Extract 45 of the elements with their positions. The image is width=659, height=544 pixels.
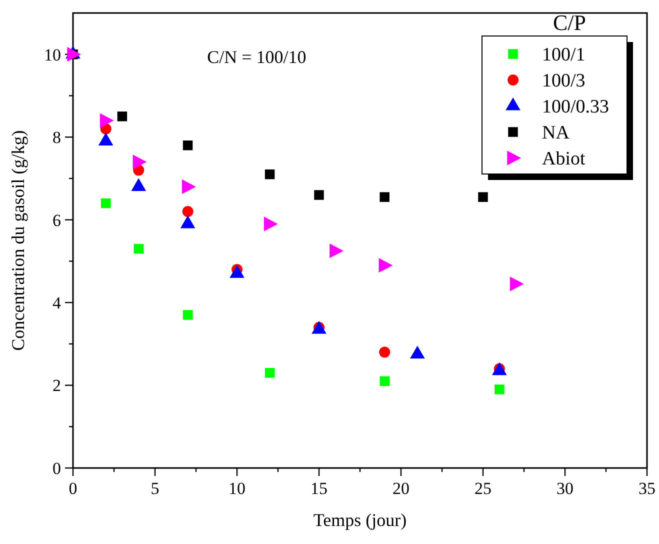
y-tick-label: 2 (52, 376, 61, 396)
point (182, 179, 196, 194)
x-tick-label: 10 (228, 479, 246, 498)
legend-label: 100/0.33 (542, 96, 610, 118)
point (380, 192, 390, 202)
x-tick-label: 30 (556, 479, 574, 498)
point (264, 169, 275, 180)
legend-title: C/P (552, 10, 586, 35)
y-axis-title: Concentration du gasoil (g/kg) (8, 130, 28, 351)
y-tick-label: 10 (44, 45, 61, 64)
x-tick-label: 35 (638, 479, 656, 498)
y-tick-label: 0 (52, 458, 61, 478)
point (182, 310, 193, 320)
point (264, 216, 278, 232)
point (264, 368, 275, 378)
x-tick-label: 5 (150, 479, 160, 498)
point (182, 206, 194, 218)
y-tick-label: 8 (52, 128, 61, 148)
point (67, 47, 82, 62)
x-axis-title: Temps (jour) (313, 510, 407, 530)
point (510, 276, 524, 292)
point (100, 198, 111, 208)
x-tick-label: 15 (310, 479, 328, 498)
point (330, 244, 344, 258)
point (132, 154, 147, 170)
point (494, 384, 504, 394)
legend-label: 100/3 (542, 70, 586, 92)
point (314, 190, 324, 200)
point (379, 346, 390, 358)
legend-label: NA (542, 122, 570, 144)
point (182, 140, 193, 150)
x-tick-label: 20 (392, 479, 410, 498)
x-tick-label: 25 (474, 479, 492, 498)
point (378, 258, 393, 273)
y-tick-label: 6 (52, 210, 61, 230)
point (380, 376, 390, 386)
legend-label: 100/1 (542, 44, 586, 66)
point (117, 112, 128, 122)
point (478, 192, 488, 202)
point (100, 113, 114, 128)
point (134, 244, 144, 254)
x-tick-label: 0 (68, 479, 78, 498)
legend-label: Abiot (542, 148, 586, 170)
annotation: C/N = 100/10 (207, 47, 306, 67)
y-tick-label: 4 (52, 293, 62, 312)
